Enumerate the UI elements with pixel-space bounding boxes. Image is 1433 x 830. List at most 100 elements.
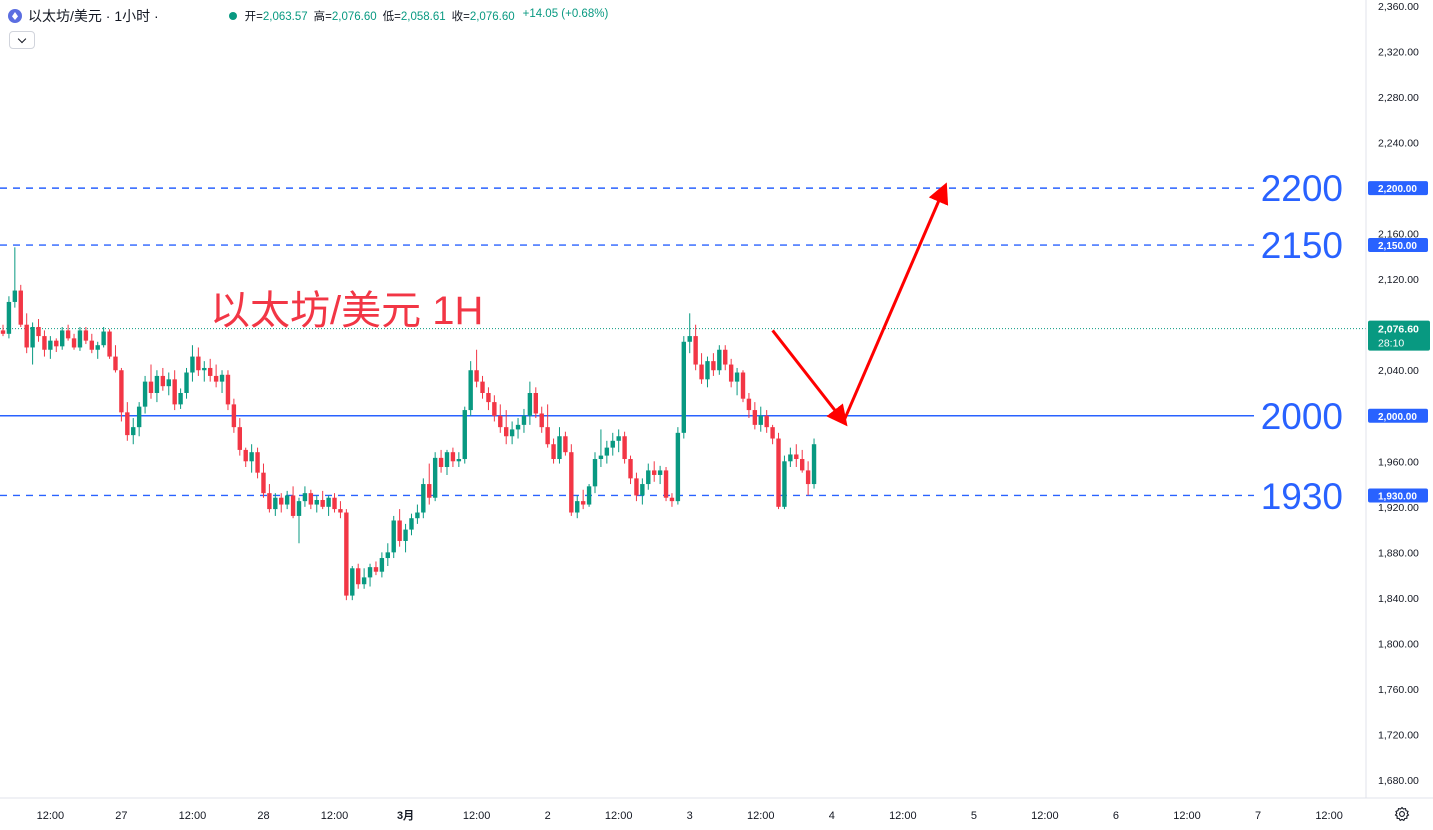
candle[interactable] (243, 447, 248, 467)
candle[interactable] (788, 447, 793, 467)
candle[interactable] (125, 402, 130, 441)
candle[interactable] (468, 361, 473, 416)
candle[interactable] (36, 319, 41, 342)
candle[interactable] (675, 427, 681, 505)
candle[interactable] (409, 513, 414, 536)
candle[interactable] (361, 568, 367, 589)
candle[interactable] (681, 336, 686, 439)
candle[interactable] (569, 444, 574, 516)
candle[interactable] (776, 432, 781, 510)
projection-arrow[interactable] (842, 182, 949, 423)
candle[interactable] (202, 361, 207, 382)
candle[interactable] (711, 353, 716, 376)
candle[interactable] (539, 406, 544, 433)
candle[interactable] (356, 563, 361, 589)
candle[interactable] (669, 493, 675, 507)
candle[interactable] (83, 326, 89, 345)
candle[interactable] (598, 429, 604, 467)
candle[interactable] (758, 406, 763, 432)
candle[interactable] (77, 326, 83, 351)
candle[interactable] (805, 461, 811, 496)
candle[interactable] (273, 493, 278, 516)
candle[interactable] (219, 370, 225, 393)
candle[interactable] (415, 504, 420, 524)
candle[interactable] (320, 490, 325, 510)
candle[interactable] (586, 484, 592, 507)
candle[interactable] (438, 449, 444, 473)
candle[interactable] (545, 404, 550, 448)
candle[interactable] (326, 495, 331, 516)
candle[interactable] (344, 509, 349, 601)
candle[interactable] (338, 501, 343, 519)
candle[interactable] (699, 353, 704, 384)
candle[interactable] (131, 418, 136, 445)
candle[interactable] (237, 418, 242, 456)
candle[interactable] (18, 284, 23, 327)
candle[interactable] (279, 493, 284, 513)
candle[interactable] (160, 367, 166, 391)
candle[interactable] (172, 370, 177, 411)
candle[interactable] (231, 398, 237, 433)
candle[interactable] (533, 387, 538, 419)
candle[interactable] (734, 367, 740, 396)
projection-arrow[interactable] (771, 329, 848, 427)
candle[interactable] (640, 478, 645, 505)
candle[interactable] (705, 356, 710, 388)
candle[interactable] (770, 424, 775, 445)
candle[interactable] (284, 490, 290, 510)
candle[interactable] (622, 431, 627, 464)
candle[interactable] (403, 523, 408, 553)
candle[interactable] (604, 440, 610, 464)
candle[interactable] (492, 395, 497, 422)
candle[interactable] (24, 313, 29, 354)
candle[interactable] (794, 444, 799, 467)
candle[interactable] (60, 326, 65, 350)
settings-icon[interactable] (1394, 806, 1410, 822)
candle[interactable] (551, 438, 556, 464)
candle[interactable] (462, 406, 467, 464)
candle[interactable] (178, 388, 183, 409)
candle[interactable] (314, 495, 319, 513)
candle[interactable] (723, 345, 728, 371)
candle[interactable] (580, 489, 586, 510)
candle[interactable] (592, 452, 598, 494)
candle[interactable] (575, 495, 580, 519)
candle[interactable] (557, 427, 562, 464)
candle[interactable] (616, 429, 621, 453)
candle[interactable] (444, 449, 450, 475)
candle[interactable] (509, 421, 515, 445)
candle[interactable] (811, 438, 817, 489)
candle[interactable] (190, 345, 195, 382)
candle[interactable] (166, 372, 171, 396)
candle[interactable] (693, 324, 698, 371)
candle[interactable] (107, 329, 112, 359)
candle[interactable] (782, 455, 787, 510)
candle[interactable] (515, 418, 521, 439)
candle[interactable] (752, 402, 758, 430)
candle[interactable] (119, 367, 124, 422)
candle[interactable] (728, 358, 734, 388)
candle[interactable] (527, 381, 533, 425)
candle[interactable] (646, 463, 651, 490)
candle[interactable] (367, 563, 373, 587)
candle[interactable] (652, 461, 657, 482)
candle[interactable] (432, 452, 438, 502)
candle[interactable] (498, 404, 503, 433)
candle[interactable] (184, 367, 189, 399)
candle[interactable] (480, 375, 485, 399)
candle[interactable] (385, 543, 390, 567)
symbol-title[interactable]: 以太坊/美元 · 1小时 · (28, 8, 159, 24)
candle[interactable] (30, 322, 35, 365)
candle[interactable] (308, 489, 314, 510)
candle[interactable] (687, 313, 692, 354)
candle[interactable] (267, 484, 272, 513)
candle[interactable] (136, 402, 142, 437)
candle[interactable] (65, 324, 71, 341)
candle[interactable] (634, 472, 639, 502)
candle[interactable] (6, 296, 12, 339)
candle[interactable] (0, 324, 6, 337)
candle[interactable] (101, 326, 106, 348)
candle[interactable] (332, 493, 337, 513)
candle[interactable] (213, 364, 219, 388)
